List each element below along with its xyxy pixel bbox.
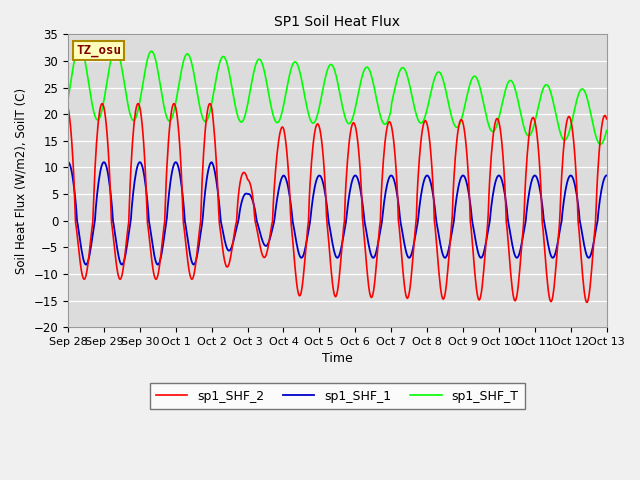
sp1_SHF_1 — [130, 183, 138, 189]
sp1_SHF_T — [185, 52, 193, 58]
sp1_SHF_2 — [603, 116, 611, 122]
sp1_SHF_1 — [82, 262, 90, 267]
sp1_SHF_2 — [129, 130, 137, 136]
sp1_SHF_T — [213, 71, 221, 77]
sp1_SHF_1 — [74, 222, 82, 228]
sp1_SHF_T — [64, 96, 72, 102]
sp1_SHF_1 — [404, 253, 412, 259]
sp1_SHF_1 — [64, 159, 72, 165]
Title: SP1 Soil Heat Flux: SP1 Soil Heat Flux — [275, 15, 401, 29]
sp1_SHF_1 — [419, 181, 427, 187]
sp1_SHF_2 — [404, 296, 412, 301]
sp1_SHF_1 — [213, 183, 221, 189]
sp1_SHF_T — [596, 142, 604, 147]
sp1_SHF_T — [74, 45, 82, 51]
sp1_SHF_1 — [185, 243, 193, 249]
sp1_SHF_T — [419, 119, 427, 124]
sp1_SHF_T — [76, 43, 83, 49]
Line: sp1_SHF_T: sp1_SHF_T — [68, 46, 607, 144]
X-axis label: Time: Time — [322, 352, 353, 365]
sp1_SHF_2 — [206, 101, 214, 107]
sp1_SHF_2 — [419, 123, 427, 129]
sp1_SHF_2 — [184, 259, 192, 265]
sp1_SHF_T — [603, 128, 611, 133]
sp1_SHF_2 — [74, 238, 82, 243]
Line: sp1_SHF_2: sp1_SHF_2 — [68, 104, 607, 302]
Text: TZ_osu: TZ_osu — [76, 44, 121, 57]
sp1_SHF_1 — [603, 173, 611, 179]
Legend: sp1_SHF_2, sp1_SHF_1, sp1_SHF_T: sp1_SHF_2, sp1_SHF_1, sp1_SHF_T — [150, 383, 525, 409]
sp1_SHF_T — [404, 73, 412, 79]
sp1_SHF_2 — [213, 172, 221, 178]
sp1_SHF_2 — [583, 300, 591, 305]
sp1_SHF_2 — [64, 105, 72, 110]
Y-axis label: Soil Heat Flux (W/m2), SoilT (C): Soil Heat Flux (W/m2), SoilT (C) — [15, 88, 28, 274]
Line: sp1_SHF_1: sp1_SHF_1 — [68, 162, 607, 264]
sp1_SHF_T — [130, 118, 138, 123]
